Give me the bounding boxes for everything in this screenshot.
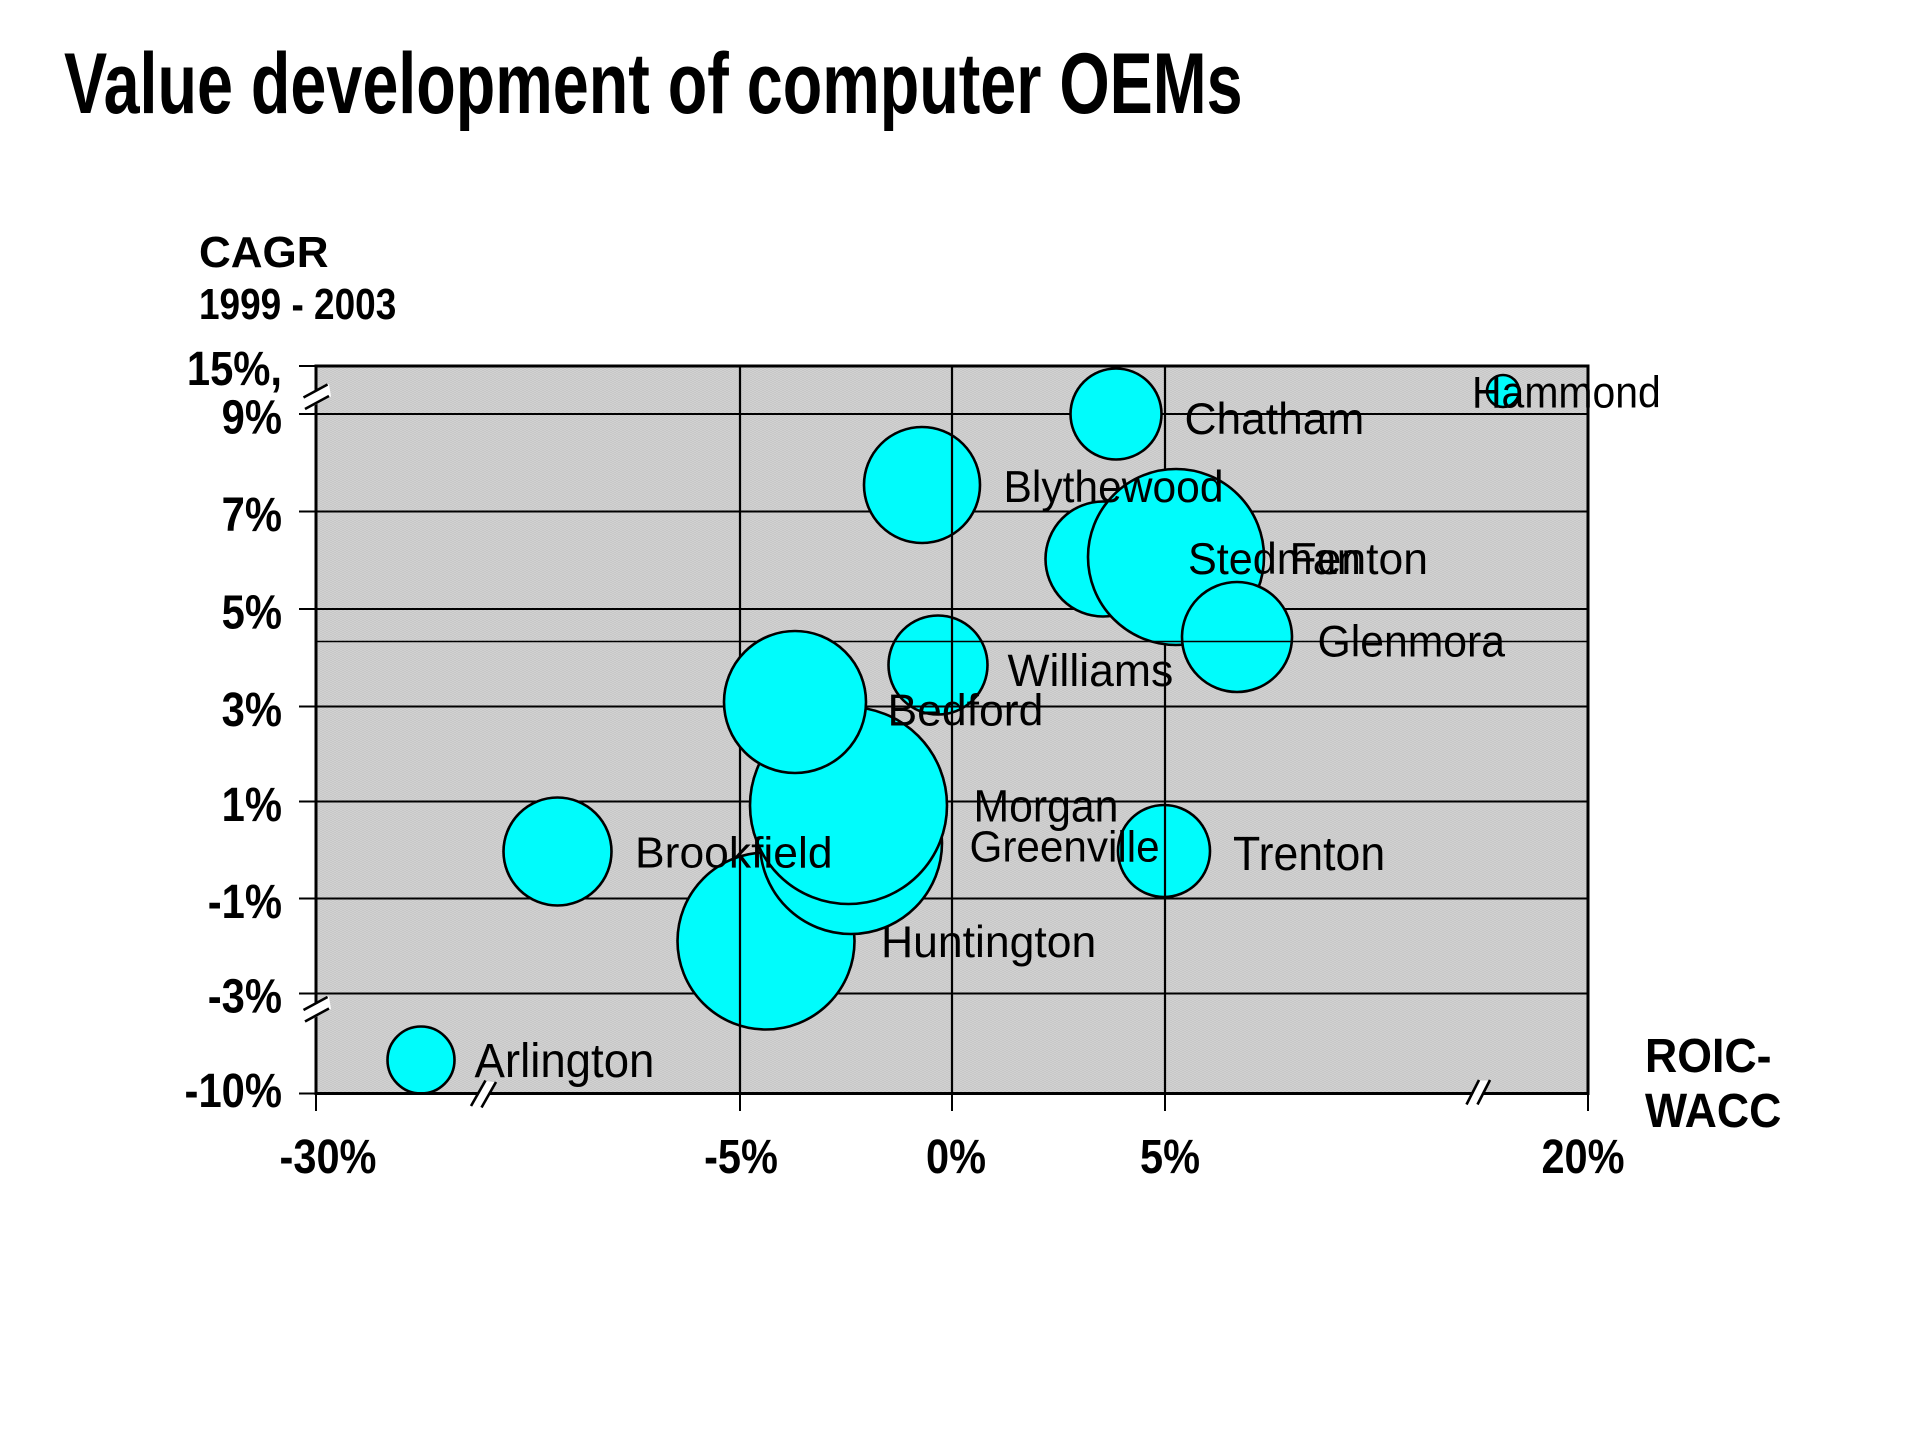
svg-text:Trenton: Trenton	[1233, 827, 1385, 881]
svg-text:Brookfield: Brookfield	[635, 829, 833, 878]
svg-text:Morgan: Morgan	[974, 782, 1119, 832]
svg-text:0%: 0%	[926, 1129, 986, 1184]
svg-text:Glenmora: Glenmora	[1318, 618, 1506, 667]
svg-text:Value development of computer: Value development of computer OEMs	[64, 36, 1243, 132]
svg-text:-1%: -1%	[208, 874, 282, 928]
svg-text:15%,: 15%,	[187, 341, 282, 395]
svg-text:Hammond: Hammond	[1472, 368, 1661, 418]
svg-text:-30%: -30%	[280, 1129, 377, 1184]
svg-text:Bedford: Bedford	[888, 687, 1044, 736]
svg-text:-5%: -5%	[704, 1129, 778, 1184]
svg-text:1%: 1%	[222, 777, 282, 831]
svg-text:Fenton: Fenton	[1290, 535, 1429, 584]
svg-text:CAGR: CAGR	[199, 228, 329, 277]
svg-text:20%: 20%	[1541, 1129, 1624, 1184]
svg-text:-10%: -10%	[185, 1063, 282, 1117]
svg-text:Greenville: Greenville	[970, 823, 1160, 872]
svg-text:Arlington: Arlington	[475, 1034, 655, 1087]
svg-text:-3%: -3%	[208, 969, 282, 1023]
svg-text:5%: 5%	[222, 585, 282, 639]
svg-text:7%: 7%	[222, 487, 282, 541]
svg-text:Huntington: Huntington	[881, 918, 1096, 967]
svg-text:WACC: WACC	[1645, 1084, 1781, 1138]
svg-text:Williams: Williams	[1008, 646, 1174, 696]
svg-text:ROIC-: ROIC-	[1645, 1029, 1771, 1083]
svg-text:Blythewood: Blythewood	[1004, 462, 1224, 512]
svg-text:3%: 3%	[222, 682, 282, 736]
svg-text:Stedman: Stedman	[1188, 534, 1361, 584]
svg-text:Chatham: Chatham	[1185, 395, 1365, 444]
svg-text:9%: 9%	[222, 390, 282, 444]
svg-text:1999 - 2003: 1999 - 2003	[199, 279, 396, 329]
svg-text:5%: 5%	[1140, 1129, 1200, 1184]
